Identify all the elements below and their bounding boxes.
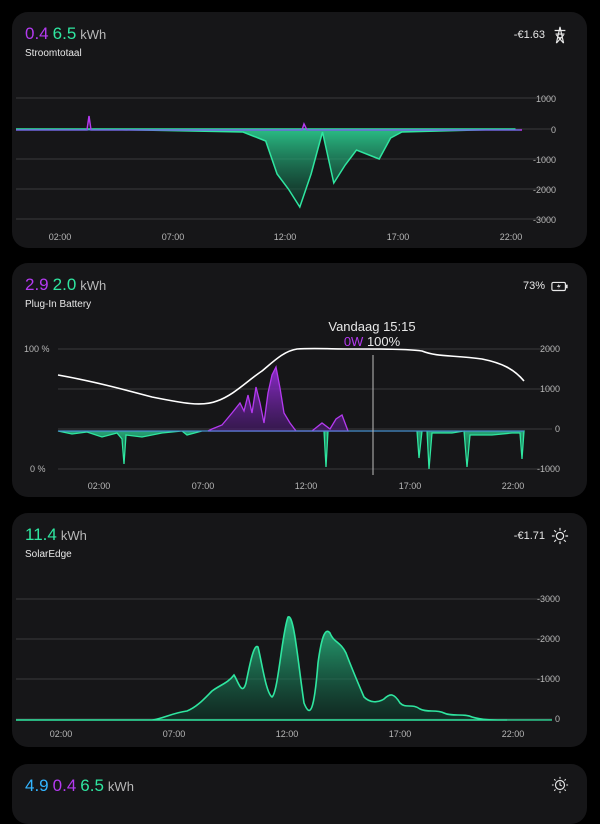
y-tick: -2000 [537,634,560,644]
x-tick: 12:00 [274,232,297,242]
y-tick: -2000 [533,185,556,195]
card-icon-wrap [551,776,569,794]
import-line [16,115,522,131]
plug-in-battery-card[interactable]: 2.9 2.0 kWh Plug-In Battery 73% Vandaag 15… [12,263,587,497]
production-value: 11.4 [25,525,57,544]
x-tick: 02:00 [49,232,72,242]
x-tick: 02:00 [50,729,73,739]
battery-chart[interactable]: 100 % 0 % 2000 1000 0 -1000 02:00 07:00 … [12,263,587,497]
y-tick: -3000 [537,594,560,604]
charge-value: 2.9 [25,275,49,294]
y-tick: 1000 [540,384,560,394]
cost-value: -€1.63 [513,29,545,41]
cost-readout: -€1.63 [514,26,569,44]
production-area [16,616,508,721]
export-area [16,128,516,209]
x-tick: 07:00 [163,729,186,739]
battery-level: 73% [523,277,569,295]
battery-percent: 73% [522,280,545,292]
y-tick: 0 [555,714,560,724]
x-tick: 22:00 [500,232,523,242]
energy-values: 11.4 kWh [25,525,87,545]
y-tick: -1000 [537,674,560,684]
x-tick: 07:00 [192,481,215,491]
import-value: 0.4 [25,24,49,43]
solaredge-card[interactable]: 11.4 kWh SolarEdge -€1.71 -3000 -2000 -10… [12,513,587,747]
x-tick: 17:00 [387,232,410,242]
totals-card[interactable]: 4.9 0.4 6.5 kWh [12,764,587,824]
x-tick: 17:00 [399,481,422,491]
charge-area [207,364,349,432]
export-value: 6.5 [80,776,104,795]
sun-icon [551,527,569,545]
y-tick: 0 [551,125,556,135]
y-tick: 0 [555,424,560,434]
x-tick: 17:00 [389,729,412,739]
cost-readout: -€1.71 [514,527,569,545]
chart-tooltip: Vandaag 15:15 0W 100% [312,319,432,349]
stroomtotaal-chart[interactable]: 1000 0 -1000 -2000 -3000 02:00 07:00 12:… [12,12,587,248]
x-tick: 07:00 [162,232,185,242]
y-tick: 2000 [540,344,560,354]
cost-value: -€1.71 [513,530,545,542]
x-tick: 12:00 [276,729,299,739]
unit-label: kWh [80,278,107,293]
unit-label: kWh [107,779,134,794]
y-tick: -1000 [537,464,560,474]
power-pylon-icon [554,26,566,44]
x-tick: 12:00 [295,481,318,491]
discharge-value: 2.0 [52,275,77,294]
solar-chart[interactable]: -3000 -2000 -1000 0 02:00 07:00 12:00 17… [12,513,587,747]
card-title: Plug-In Battery [25,299,92,310]
x-tick: 02:00 [88,481,111,491]
sun-clock-icon [551,776,569,794]
stroomtotaal-card[interactable]: 0.4 6.5 kWh Stroomtotaal -€1.63 1000 0 -10… [12,12,587,248]
import-value: 0.4 [52,776,77,795]
consumption-value: 4.9 [25,776,49,795]
tooltip-time: Vandaag 15:15 [328,319,416,334]
export-value: 6.5 [52,24,77,43]
y-left-tick: 0 % [30,464,46,474]
card-title: Stroomtotaal [25,48,82,59]
x-tick: 22:00 [502,481,525,491]
x-tick: 22:00 [502,729,525,739]
discharge-area [57,430,525,470]
energy-values: 4.9 0.4 6.5 kWh [25,776,134,796]
y-tick: 1000 [536,94,556,104]
unit-label: kWh [60,528,87,543]
y-tick: -3000 [533,215,556,225]
card-title: SolarEdge [25,549,72,560]
y-left-tick: 100 % [24,344,50,354]
soc-line [57,347,525,405]
energy-values: 0.4 6.5 kWh [25,24,106,44]
energy-values: 2.9 2.0 kWh [25,275,106,295]
battery-charging-icon [551,281,568,292]
y-tick: -1000 [533,155,556,165]
tooltip-soc: 100% [366,334,401,349]
unit-label: kWh [80,27,107,42]
tooltip-power: 0W [343,334,364,349]
